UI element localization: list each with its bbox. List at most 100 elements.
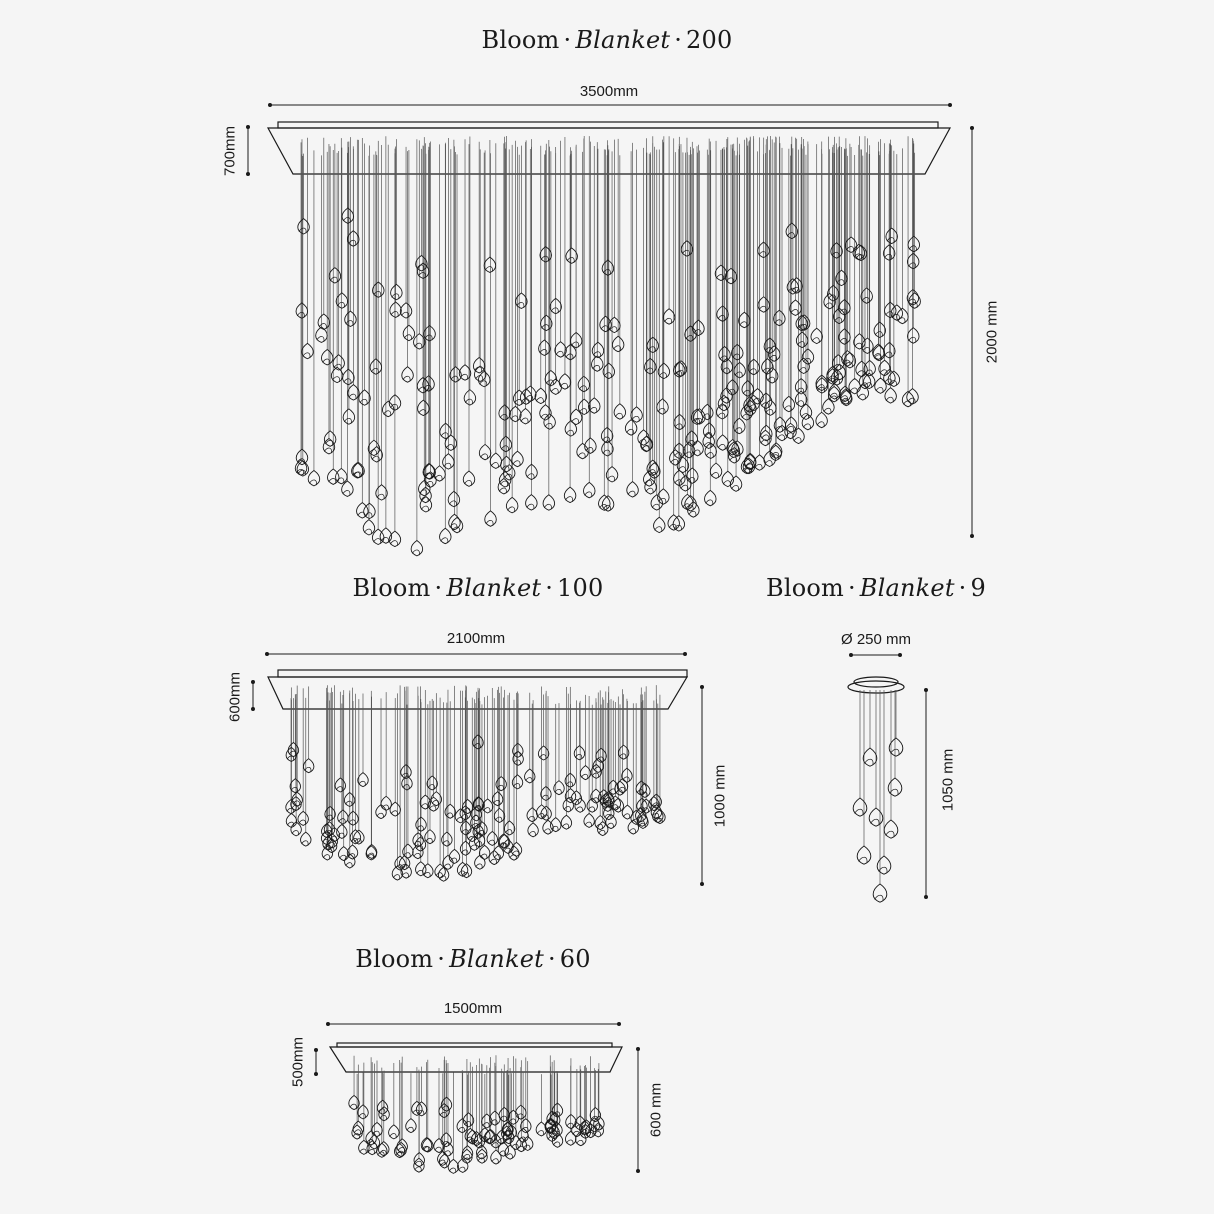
petal-line: [489, 858, 497, 864]
pendant-crystal-icon: [601, 495, 615, 512]
petal-line: [526, 503, 535, 510]
pendant-crystal-icon: [747, 358, 760, 376]
pendant-crystal-icon: [884, 301, 897, 319]
petal-line: [512, 460, 521, 466]
pendant-crystal-icon: [717, 394, 731, 412]
pendant-crystal-icon: [653, 516, 666, 534]
petal-line: [549, 1133, 557, 1139]
petal-line: [462, 1157, 470, 1163]
dimension-endpoint: [924, 895, 928, 899]
pendant-crystal-icon: [601, 259, 615, 276]
title-blanket-100: Bloom · Blanket · 100: [352, 574, 604, 602]
pendant-crystal-icon: [728, 447, 741, 464]
pendant-crystal-icon: [470, 806, 483, 822]
petal-line: [379, 1149, 387, 1156]
petal-line: [464, 398, 473, 405]
petal-line: [547, 1135, 555, 1141]
pendant-crystal-icon: [290, 821, 302, 837]
petal-line: [427, 784, 435, 790]
petal-line: [523, 1144, 531, 1150]
petal-line: [585, 447, 594, 453]
petal-line: [418, 272, 427, 278]
petal-line: [717, 444, 726, 450]
petal-line: [566, 257, 575, 263]
pendant-crystal-icon: [423, 463, 436, 480]
petal-line: [816, 386, 825, 393]
petal-line: [443, 863, 451, 869]
petal-line: [495, 816, 503, 822]
petal-line: [670, 458, 679, 465]
petal-line: [654, 526, 663, 532]
petal-line: [541, 324, 550, 330]
petal-line: [373, 291, 382, 297]
pendant-crystal-icon: [648, 796, 660, 812]
pendant-crystal-icon: [815, 374, 828, 392]
pendant-crystal-icon: [367, 439, 381, 457]
pendant-crystal-icon: [759, 429, 772, 447]
petal-line: [595, 823, 603, 829]
pendant-crystal-icon: [680, 240, 694, 257]
petal-line: [336, 302, 345, 308]
petal-line: [907, 298, 916, 305]
petal-line: [469, 844, 478, 850]
pendant-crystal-icon: [336, 823, 348, 839]
pendant-crystal-icon: [687, 501, 700, 518]
pendant-crystal-icon: [676, 456, 690, 474]
petal-line: [322, 854, 331, 860]
petal-line: [324, 447, 332, 454]
petal-line: [637, 806, 645, 812]
petal-line: [622, 813, 631, 819]
petal-line: [591, 772, 599, 778]
pendant-crystal-icon: [731, 343, 744, 361]
pendant-crystal-icon: [315, 326, 328, 343]
petal-line: [636, 789, 644, 795]
pendant-crystal-icon: [862, 372, 876, 390]
petal-line: [425, 837, 433, 844]
pendant-crystal-icon: [375, 804, 387, 820]
pendant-crystal-icon: [396, 1138, 408, 1154]
pendant-crystal-icon: [799, 403, 813, 421]
pendant-crystal-icon: [764, 399, 777, 416]
pendant-crystal-icon: [627, 819, 639, 835]
petal-line: [731, 485, 739, 491]
pendant-crystal-icon: [344, 853, 356, 869]
petal-line: [823, 407, 832, 414]
petal-line: [479, 380, 488, 387]
pendant-crystal-icon: [388, 1124, 400, 1140]
petal-line: [298, 227, 307, 234]
petal-line: [440, 537, 449, 543]
petal-line: [449, 523, 458, 529]
petal-line: [383, 410, 392, 417]
petal-line: [413, 841, 421, 847]
pendant-crystal-icon: [617, 744, 630, 760]
petal-line: [711, 472, 719, 478]
pendant-crystal-icon: [901, 390, 915, 408]
pendant-crystal-icon: [794, 378, 808, 395]
petal-line: [483, 807, 491, 813]
petal-line: [885, 396, 894, 403]
dimension-endpoint: [636, 1169, 640, 1173]
petal-line: [602, 436, 611, 443]
petal-line: [473, 832, 481, 838]
pendant-crystal-icon: [519, 388, 533, 405]
pendant-crystal-icon: [673, 469, 686, 487]
pendant-crystal-icon: [337, 809, 349, 825]
pendant-crystal-icon: [520, 1118, 532, 1134]
petal-line: [884, 254, 893, 260]
petal-line: [496, 784, 504, 791]
pendant-crystal-icon: [593, 1115, 605, 1131]
pendant-crystal-icon: [378, 1106, 390, 1122]
petal-line: [684, 451, 693, 458]
pendant-crystal-icon: [679, 475, 692, 492]
petal-line: [874, 354, 882, 361]
pendant-crystal-icon: [573, 745, 586, 761]
pendant-crystal-icon: [884, 387, 897, 404]
petal-line: [692, 418, 700, 424]
pendant-crystal-icon: [433, 1138, 445, 1154]
petal-line: [345, 320, 354, 326]
petal-line: [440, 432, 449, 438]
petal-line: [497, 1138, 505, 1144]
petal-line: [458, 870, 466, 876]
pendant-crystal-icon: [657, 362, 671, 380]
